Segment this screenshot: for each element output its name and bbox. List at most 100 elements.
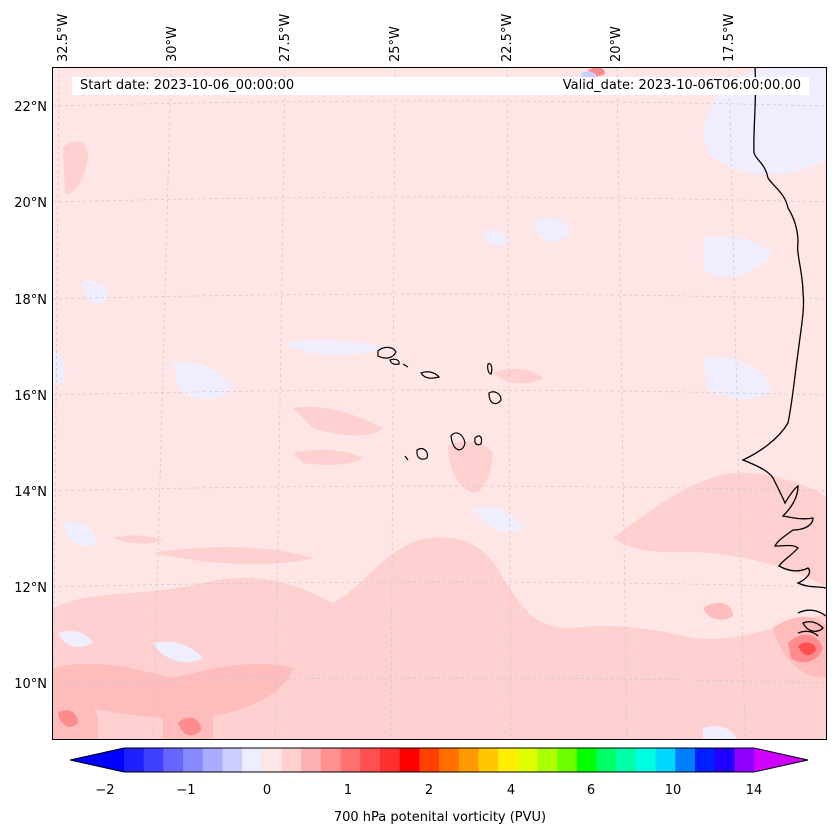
colorbar-tick-label: 2 xyxy=(425,783,433,798)
island xyxy=(389,358,400,365)
colorbar-segment xyxy=(478,748,499,772)
gridline-lon xyxy=(728,68,746,739)
colorbar-segment xyxy=(655,748,676,772)
colorbar-tick-label: 10 xyxy=(665,783,682,798)
start-date-label: Start date: 2023-10-06_00:00:00 xyxy=(80,78,295,93)
colorbar-segment xyxy=(399,748,420,772)
gridline-lat xyxy=(53,100,826,107)
coastlines xyxy=(741,68,826,637)
lat-label: 14°N xyxy=(14,485,47,500)
map-canvas xyxy=(53,68,826,739)
island xyxy=(488,391,502,405)
colorbar-tick-label: 6 xyxy=(587,783,595,798)
lat-label: 16°N xyxy=(14,389,47,404)
colorbar-extend-min xyxy=(70,748,124,772)
colorbar-segment xyxy=(281,748,302,772)
colorbar-segment xyxy=(301,748,322,772)
gridline-lat xyxy=(53,389,826,396)
valid-date-label: Valid_date: 2023-10-06T06:00:00.00 xyxy=(562,78,801,93)
island xyxy=(420,371,441,379)
lon-label: 25°W xyxy=(388,26,403,62)
colorbar-segment xyxy=(635,748,657,772)
lat-label: 20°N xyxy=(14,196,47,211)
colorbar-tick-label: 1 xyxy=(344,783,352,798)
pv-negative-contour xyxy=(173,361,233,400)
gridline-lon xyxy=(152,68,172,739)
pv-negative-contour xyxy=(533,217,568,242)
pv-positive-contour xyxy=(113,535,163,544)
island xyxy=(404,455,409,461)
colorbar-svg: −2 −1 0 1 2 4 6 10 14 700 hPa potenital … xyxy=(70,747,809,825)
colorbar-segment xyxy=(537,748,558,772)
gridline-lon xyxy=(53,68,60,739)
colorbar-segment xyxy=(694,748,716,772)
gridline-lat xyxy=(53,485,826,492)
longitude-labels-svg: 32.5°W 30°W 27.5°W 25°W 22.5°W 20°W 17.5… xyxy=(56,14,737,62)
lon-label: 17.5°W xyxy=(722,14,737,62)
colorbar-segment xyxy=(124,748,145,772)
island xyxy=(487,363,493,375)
pv-positive-contour xyxy=(153,546,313,565)
gridline-lat xyxy=(53,293,826,300)
colorbar-tick-label: −1 xyxy=(176,783,195,798)
lon-label: 27.5°W xyxy=(278,14,293,62)
pv-negative-contour xyxy=(473,506,523,532)
colorbar: −2 −1 0 1 2 4 6 10 14 700 hPa potenital … xyxy=(70,744,810,836)
lat-label: 12°N xyxy=(14,581,47,596)
colorbar-segments xyxy=(70,747,809,773)
pv-negative-contour xyxy=(63,521,98,547)
gridline-lon xyxy=(274,68,286,739)
gridline-lon xyxy=(616,68,628,739)
colorbar-segment xyxy=(242,748,263,772)
map-panel[interactable]: Start date: 2023-10-06_00:00:00 Valid_da… xyxy=(52,67,827,740)
island xyxy=(416,447,428,460)
colorbar-segment xyxy=(202,748,223,772)
pv-positive-contour xyxy=(58,710,78,727)
colorbar-tick-label: −2 xyxy=(95,783,114,798)
africa-coastline xyxy=(741,68,826,589)
colorbar-tick-label: 0 xyxy=(263,783,271,798)
colorbar-tick-label: 14 xyxy=(746,783,763,798)
colorbar-segment xyxy=(419,748,440,772)
pv-positive-contour xyxy=(613,472,826,587)
gridline-lat xyxy=(53,677,826,684)
pv-negative-contour xyxy=(483,230,508,246)
island xyxy=(474,435,483,446)
gridline-lon xyxy=(390,68,396,739)
colorbar-segment xyxy=(616,748,637,772)
gridlines xyxy=(53,68,826,739)
longitude-labels: 32.5°W 30°W 27.5°W 25°W 22.5°W 20°W 17.5… xyxy=(0,0,837,66)
colorbar-segment xyxy=(576,748,597,772)
colorbar-segment xyxy=(458,748,479,772)
pv-negative-contour xyxy=(53,353,65,383)
colorbar-segment xyxy=(596,748,617,772)
island xyxy=(402,363,409,368)
colorbar-tick-label: 4 xyxy=(507,783,515,798)
colorbar-segment xyxy=(360,748,381,772)
colorbar-segment xyxy=(734,748,755,772)
colorbar-segment xyxy=(675,748,696,772)
colorbar-segment xyxy=(340,748,361,772)
lon-label: 32.5°W xyxy=(56,14,71,62)
pv-positive-contour xyxy=(53,663,293,718)
colorbar-segment xyxy=(714,748,735,772)
gridline-lat xyxy=(53,196,826,203)
lon-label: 30°W xyxy=(165,26,180,62)
colorbar-outline xyxy=(70,747,809,773)
pv-positive-contour xyxy=(798,642,816,656)
colorbar-segment xyxy=(222,748,243,772)
date-banner: Start date: 2023-10-06_00:00:00 Valid_da… xyxy=(72,77,809,95)
pv-positive-contour xyxy=(178,717,201,736)
colorbar-ticks: −2 −1 0 1 2 4 6 10 14 xyxy=(95,783,762,798)
pv-negative-contour xyxy=(703,236,773,277)
colorbar-label: 700 hPa potenital vorticity (PVU) xyxy=(334,810,546,825)
lat-label: 22°N xyxy=(14,100,47,115)
lon-label: 20°W xyxy=(609,26,624,62)
gridline-lat xyxy=(53,581,826,588)
lat-label: 10°N xyxy=(14,677,47,692)
pv-negative-contour xyxy=(703,356,773,400)
colorbar-segment xyxy=(379,748,401,772)
pv-negative-contour xyxy=(83,281,108,304)
lat-label: 18°N xyxy=(14,293,47,308)
colorbar-segment xyxy=(439,748,460,772)
